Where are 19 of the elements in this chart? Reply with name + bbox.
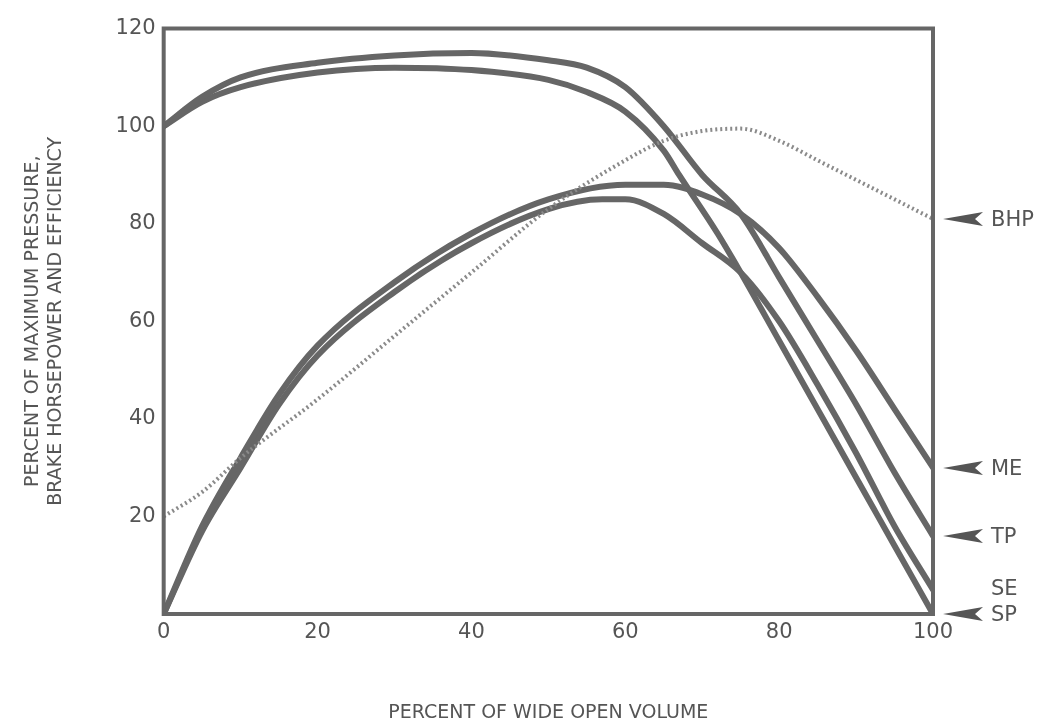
y-tick-label: 120 [115, 15, 156, 40]
y-tick-label: 100 [115, 112, 156, 137]
x-tick-label: 40 [458, 619, 485, 644]
y-axis-title: PERCENT OF MAXIMUM PRESSURE, BRAKE HORSEPOWER AND EFFICIENCY [20, 136, 66, 506]
x-tick-label: 100 [912, 619, 954, 644]
text: SP [991, 601, 1017, 627]
y-tick-label: 80 [128, 210, 156, 235]
x-tick-label: 20 [304, 619, 331, 644]
x-tick-label: 60 [611, 619, 639, 644]
x-tick-label: 0 [157, 619, 171, 644]
y-tick-label: 60 [128, 307, 156, 332]
text: BHP [991, 205, 1034, 232]
y-tick-label: 20 [128, 502, 156, 527]
text: ME [991, 454, 1023, 481]
y-tick-label: 40 [128, 405, 156, 430]
text: TP [991, 522, 1017, 549]
x-axis-title: PERCENT OF WIDE OPEN VOLUME [388, 699, 709, 722]
x-tick-label: 80 [765, 619, 793, 644]
text: SE [991, 575, 1018, 601]
